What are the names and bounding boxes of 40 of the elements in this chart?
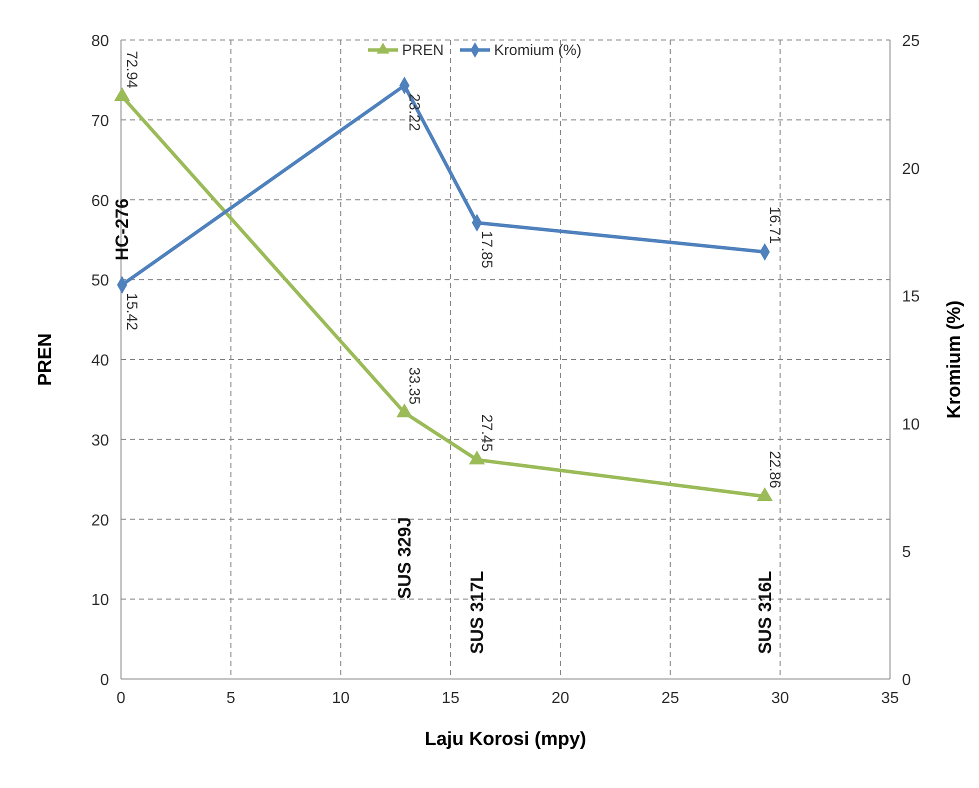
x-tick-label: 30 (771, 690, 790, 707)
data-label: 72.94 (123, 50, 140, 88)
data-label: 27.45 (478, 414, 495, 452)
data-label: 17.85 (478, 230, 495, 268)
y-tick-label: 40 (91, 352, 110, 370)
data-label: 15.42 (123, 292, 140, 330)
y-tick-label: 30 (91, 432, 110, 450)
x-tick-label: 5 (226, 690, 236, 707)
y-tick-label: 20 (91, 512, 110, 530)
data-label: 16.71 (766, 206, 783, 244)
y2-tick-label: 25 (902, 33, 920, 50)
y2-axis-title: Kromium (%) (944, 300, 965, 419)
y-tick-label: 60 (91, 192, 110, 210)
y2-tick-label: 0 (902, 672, 911, 689)
y2-tick-label: 5 (902, 544, 911, 562)
y2-tick-label: 10 (902, 416, 920, 434)
x-tick-label: 25 (661, 690, 680, 707)
data-label: 22.86 (766, 450, 783, 488)
x-tick-label: 35 (881, 690, 899, 707)
y2-tick-label: 15 (902, 288, 920, 306)
legend-label: PREN (402, 42, 444, 59)
y-tick-label: 10 (91, 592, 110, 610)
annotation: SUS 317L (466, 570, 487, 654)
x-tick-label: 10 (332, 690, 350, 707)
x-tick-label: 0 (116, 690, 126, 707)
annotation: SUS 316L (754, 570, 775, 654)
y-axis-title: PREN (35, 333, 56, 386)
y2-tick-label: 20 (902, 160, 920, 178)
x-tick-label: 20 (552, 690, 570, 707)
y-tick-label: 80 (91, 33, 110, 50)
data-label: 33.35 (405, 367, 422, 405)
y-tick-label: 50 (91, 272, 110, 290)
y-tick-label: 0 (100, 672, 110, 689)
legend-label: Kromium (%) (494, 42, 582, 59)
x-tick-label: 15 (442, 690, 460, 707)
annotation: HC-276 (112, 198, 132, 261)
data-label: 23.22 (405, 93, 422, 132)
annotation: SUS 329J (394, 516, 414, 599)
x-axis-title: Laju Korosi (mpy) (424, 729, 586, 750)
y-tick-label: 70 (91, 112, 110, 130)
